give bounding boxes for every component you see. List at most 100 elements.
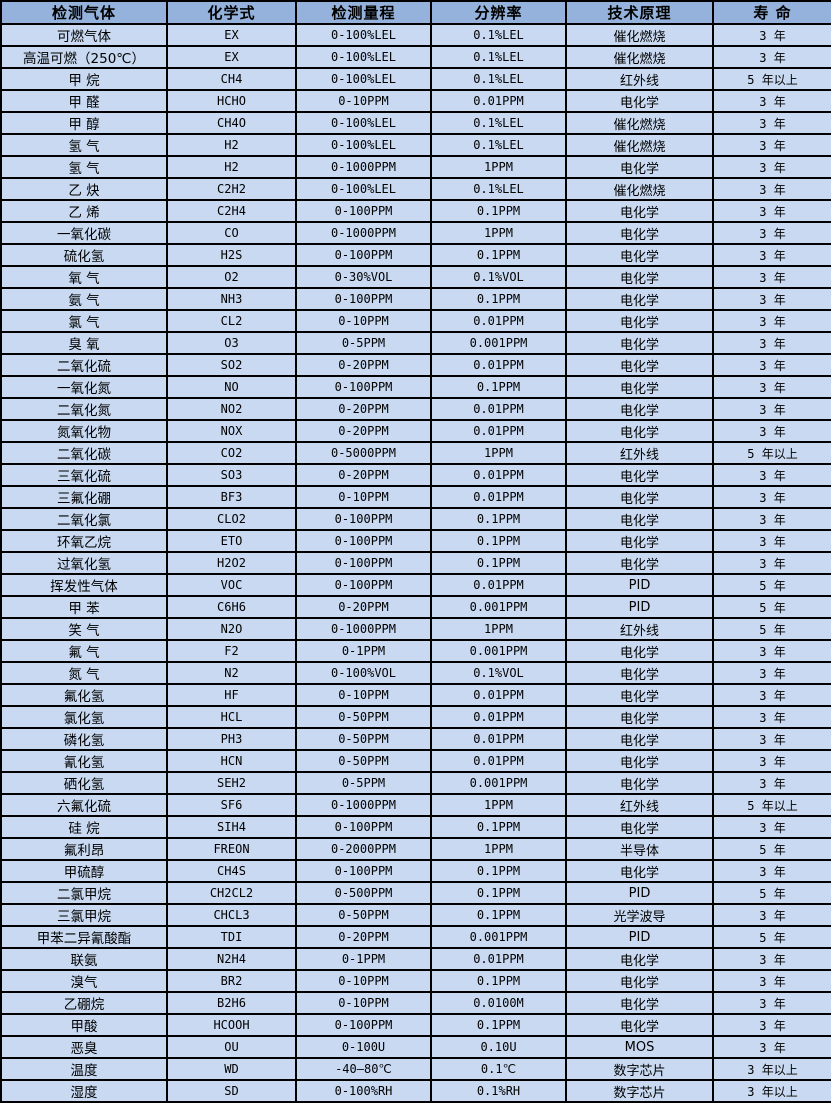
- table-row: 氟利昂 FREON 0-2000PPM 1PPM 半导体 5 年: [0, 837, 831, 861]
- table-row: 联氨 N2H4 0-1PPM 0.01PPM 电化学 3 年: [0, 947, 831, 971]
- range-cell: 0-100PPM: [295, 573, 432, 597]
- principle-cell: 电化学: [565, 815, 714, 839]
- table-row: 三氯甲烷 CHCL3 0-50PPM 0.1PPM 光学波导 3 年: [0, 903, 831, 927]
- formula-cell: NO2: [166, 397, 297, 421]
- range-cell: 0-20PPM: [295, 595, 432, 619]
- lifespan-cell: 3 年: [712, 529, 831, 553]
- gas-name-cell: 氟利昂: [0, 837, 168, 861]
- gas-name-cell: 甲 醛: [0, 89, 168, 113]
- principle-cell: 催化燃烧: [565, 23, 714, 47]
- gas-name-cell: 磷化氢: [0, 727, 168, 751]
- lifespan-cell: 3 年: [712, 683, 831, 707]
- gas-name-cell: 恶臭: [0, 1035, 168, 1059]
- resolution-cell: 0.01PPM: [430, 705, 567, 729]
- formula-cell: CHCL3: [166, 903, 297, 927]
- formula-cell: H2S: [166, 243, 297, 267]
- formula-cell: HCHO: [166, 89, 297, 113]
- resolution-cell: 0.1%RH: [430, 1079, 567, 1103]
- lifespan-cell: 5 年: [712, 837, 831, 861]
- table-row: 乙硼烷 B2H6 0-10PPM 0.0100M 电化学 3 年: [0, 991, 831, 1015]
- principle-cell: 电化学: [565, 991, 714, 1015]
- principle-cell: 数字芯片: [565, 1079, 714, 1103]
- gas-name-cell: 氟化氢: [0, 683, 168, 707]
- table-row: 甲 醇 CH4O 0-100%LEL 0.1%LEL 催化燃烧 3 年: [0, 111, 831, 135]
- formula-cell: CO2: [166, 441, 297, 465]
- resolution-cell: 0.1PPM: [430, 903, 567, 927]
- range-cell: 0-5000PPM: [295, 441, 432, 465]
- gas-name-cell: 乙硼烷: [0, 991, 168, 1015]
- table-header-row: 检测气体 化学式 检测量程 分辨率 技术原理寿 命: [0, 0, 831, 25]
- lifespan-cell: 3 年: [712, 89, 831, 113]
- gas-name-cell: 氟 气: [0, 639, 168, 663]
- lifespan-cell: 5 年: [712, 573, 831, 597]
- gas-name-cell: 二氯甲烷: [0, 881, 168, 905]
- resolution-cell: 0.001PPM: [430, 639, 567, 663]
- resolution-cell: 0.001PPM: [430, 925, 567, 949]
- gas-name-cell: 硫化氢: [0, 243, 168, 267]
- table-row: 甲酸 HCOOH 0-100PPM 0.1PPM 电化学 3 年: [0, 1013, 831, 1037]
- table-row: 高温可燃（250℃） EX 0-100%LEL 0.1%LEL 催化燃烧 3 年: [0, 45, 831, 69]
- formula-cell: SO2: [166, 353, 297, 377]
- principle-cell: 电化学: [565, 639, 714, 663]
- lifespan-cell: 3 年: [712, 661, 831, 685]
- gas-name-cell: 氢 气: [0, 155, 168, 179]
- resolution-cell: 0.01PPM: [430, 573, 567, 597]
- table-body: 可燃气体 EX 0-100%LEL 0.1%LEL 催化燃烧 3 年高温可燃（250℃） E…: [0, 23, 831, 1103]
- principle-cell: 催化燃烧: [565, 133, 714, 157]
- principle-cell: 电化学: [565, 331, 714, 355]
- table-row: 氮氧化物 NOX 0-20PPM 0.01PPM 电化学 3 年: [0, 419, 831, 443]
- range-cell: 0-5PPM: [295, 771, 432, 795]
- principle-cell: 红外线: [565, 617, 714, 641]
- table-row: 六氟化硫 SF6 0-1000PPM 1PPM 红外线 5 年以上: [0, 793, 831, 817]
- lifespan-cell: 3 年: [712, 419, 831, 443]
- formula-cell: H2O2: [166, 551, 297, 575]
- range-cell: 0-100%RH: [295, 1079, 432, 1103]
- range-cell: 0-1000PPM: [295, 221, 432, 245]
- principle-cell: 电化学: [565, 353, 714, 377]
- resolution-cell: 0.01PPM: [430, 397, 567, 421]
- resolution-cell: 0.01PPM: [430, 89, 567, 113]
- range-cell: 0-100%LEL: [295, 177, 432, 201]
- lifespan-cell: 3 年: [712, 507, 831, 531]
- resolution-cell: 1PPM: [430, 793, 567, 817]
- resolution-cell: 0.1%LEL: [430, 133, 567, 157]
- range-cell: 0-50PPM: [295, 727, 432, 751]
- range-cell: 0-50PPM: [295, 749, 432, 773]
- gas-name-cell: 三氯甲烷: [0, 903, 168, 927]
- gas-name-cell: 甲酸: [0, 1013, 168, 1037]
- table-row: 甲 烷 CH4 0-100%LEL 0.1%LEL 红外线 5 年以上: [0, 67, 831, 91]
- table-row: 三氟化硼 BF3 0-10PPM 0.01PPM 电化学 3 年: [0, 485, 831, 509]
- lifespan-cell: 3 年: [712, 221, 831, 245]
- table-row: 甲 苯 C6H6 0-20PPM 0.001PPM PID 5 年: [0, 595, 831, 619]
- resolution-cell: 1PPM: [430, 155, 567, 179]
- lifespan-cell: 3 年: [712, 903, 831, 927]
- resolution-cell: 0.1PPM: [430, 1013, 567, 1037]
- resolution-cell: 0.1PPM: [430, 287, 567, 311]
- column-header-principle: 技术原理: [565, 0, 714, 25]
- formula-cell: CO: [166, 221, 297, 245]
- lifespan-cell: 3 年: [712, 375, 831, 399]
- principle-cell: 电化学: [565, 683, 714, 707]
- lifespan-cell: 3 年: [712, 815, 831, 839]
- gas-name-cell: 可燃气体: [0, 23, 168, 47]
- range-cell: 0-100%LEL: [295, 67, 432, 91]
- lifespan-cell: 3 年: [712, 177, 831, 201]
- principle-cell: PID: [565, 595, 714, 619]
- formula-cell: B2H6: [166, 991, 297, 1015]
- principle-cell: MOS: [565, 1035, 714, 1059]
- resolution-cell: 0.01PPM: [430, 485, 567, 509]
- column-header-gas-name: 检测气体: [0, 0, 168, 25]
- table-row: 氢 气 H2 0-100%LEL 0.1%LEL 催化燃烧 3 年: [0, 133, 831, 157]
- lifespan-cell: 3 年: [712, 485, 831, 509]
- range-cell: 0-100PPM: [295, 243, 432, 267]
- table-row: 一氧化氮 NO 0-100PPM 0.1PPM 电化学 3 年: [0, 375, 831, 399]
- table-row: 温度 WD -40—80℃ 0.1℃ 数字芯片 3 年以上: [0, 1057, 831, 1081]
- resolution-cell: 0.1PPM: [430, 529, 567, 553]
- table-row: 湿度 SD 0-100%RH 0.1%RH 数字芯片 3 年以上: [0, 1079, 831, 1103]
- resolution-cell: 0.001PPM: [430, 771, 567, 795]
- principle-cell: 电化学: [565, 89, 714, 113]
- range-cell: -40—80℃: [295, 1057, 432, 1081]
- principle-cell: 电化学: [565, 287, 714, 311]
- range-cell: 0-1PPM: [295, 639, 432, 663]
